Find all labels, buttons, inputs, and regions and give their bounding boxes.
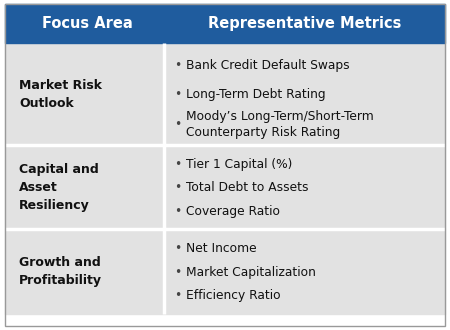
Text: •: • xyxy=(174,242,181,255)
Text: Coverage Ratio: Coverage Ratio xyxy=(186,205,280,218)
Text: •: • xyxy=(174,158,181,171)
Text: Net Income: Net Income xyxy=(186,242,256,255)
Text: •: • xyxy=(174,205,181,218)
Text: Market Risk
Outlook: Market Risk Outlook xyxy=(19,79,102,110)
Text: Total Debt to Assets: Total Debt to Assets xyxy=(186,182,308,194)
Text: Focus Area: Focus Area xyxy=(42,16,133,31)
Text: Bank Credit Default Swaps: Bank Credit Default Swaps xyxy=(186,58,350,72)
Bar xyxy=(5,43,445,145)
Text: •: • xyxy=(174,118,181,131)
Text: Growth and
Profitability: Growth and Profitability xyxy=(19,256,102,287)
Text: •: • xyxy=(174,58,181,72)
Text: •: • xyxy=(174,266,181,279)
Text: Efficiency Ratio: Efficiency Ratio xyxy=(186,289,280,302)
Bar xyxy=(5,4,445,43)
Text: Market Capitalization: Market Capitalization xyxy=(186,266,316,279)
Text: Tier 1 Capital (%): Tier 1 Capital (%) xyxy=(186,158,292,171)
Bar xyxy=(5,229,445,314)
Text: Capital and
Asset
Resiliency: Capital and Asset Resiliency xyxy=(19,163,99,212)
Text: •: • xyxy=(174,182,181,194)
Text: Long-Term Debt Rating: Long-Term Debt Rating xyxy=(186,88,325,101)
Text: Moody’s Long-Term/Short-Term
Counterparty Risk Rating: Moody’s Long-Term/Short-Term Counterpart… xyxy=(186,110,374,139)
Text: •: • xyxy=(174,88,181,101)
Text: •: • xyxy=(174,289,181,302)
Bar xyxy=(5,145,445,229)
Text: Representative Metrics: Representative Metrics xyxy=(208,16,401,31)
